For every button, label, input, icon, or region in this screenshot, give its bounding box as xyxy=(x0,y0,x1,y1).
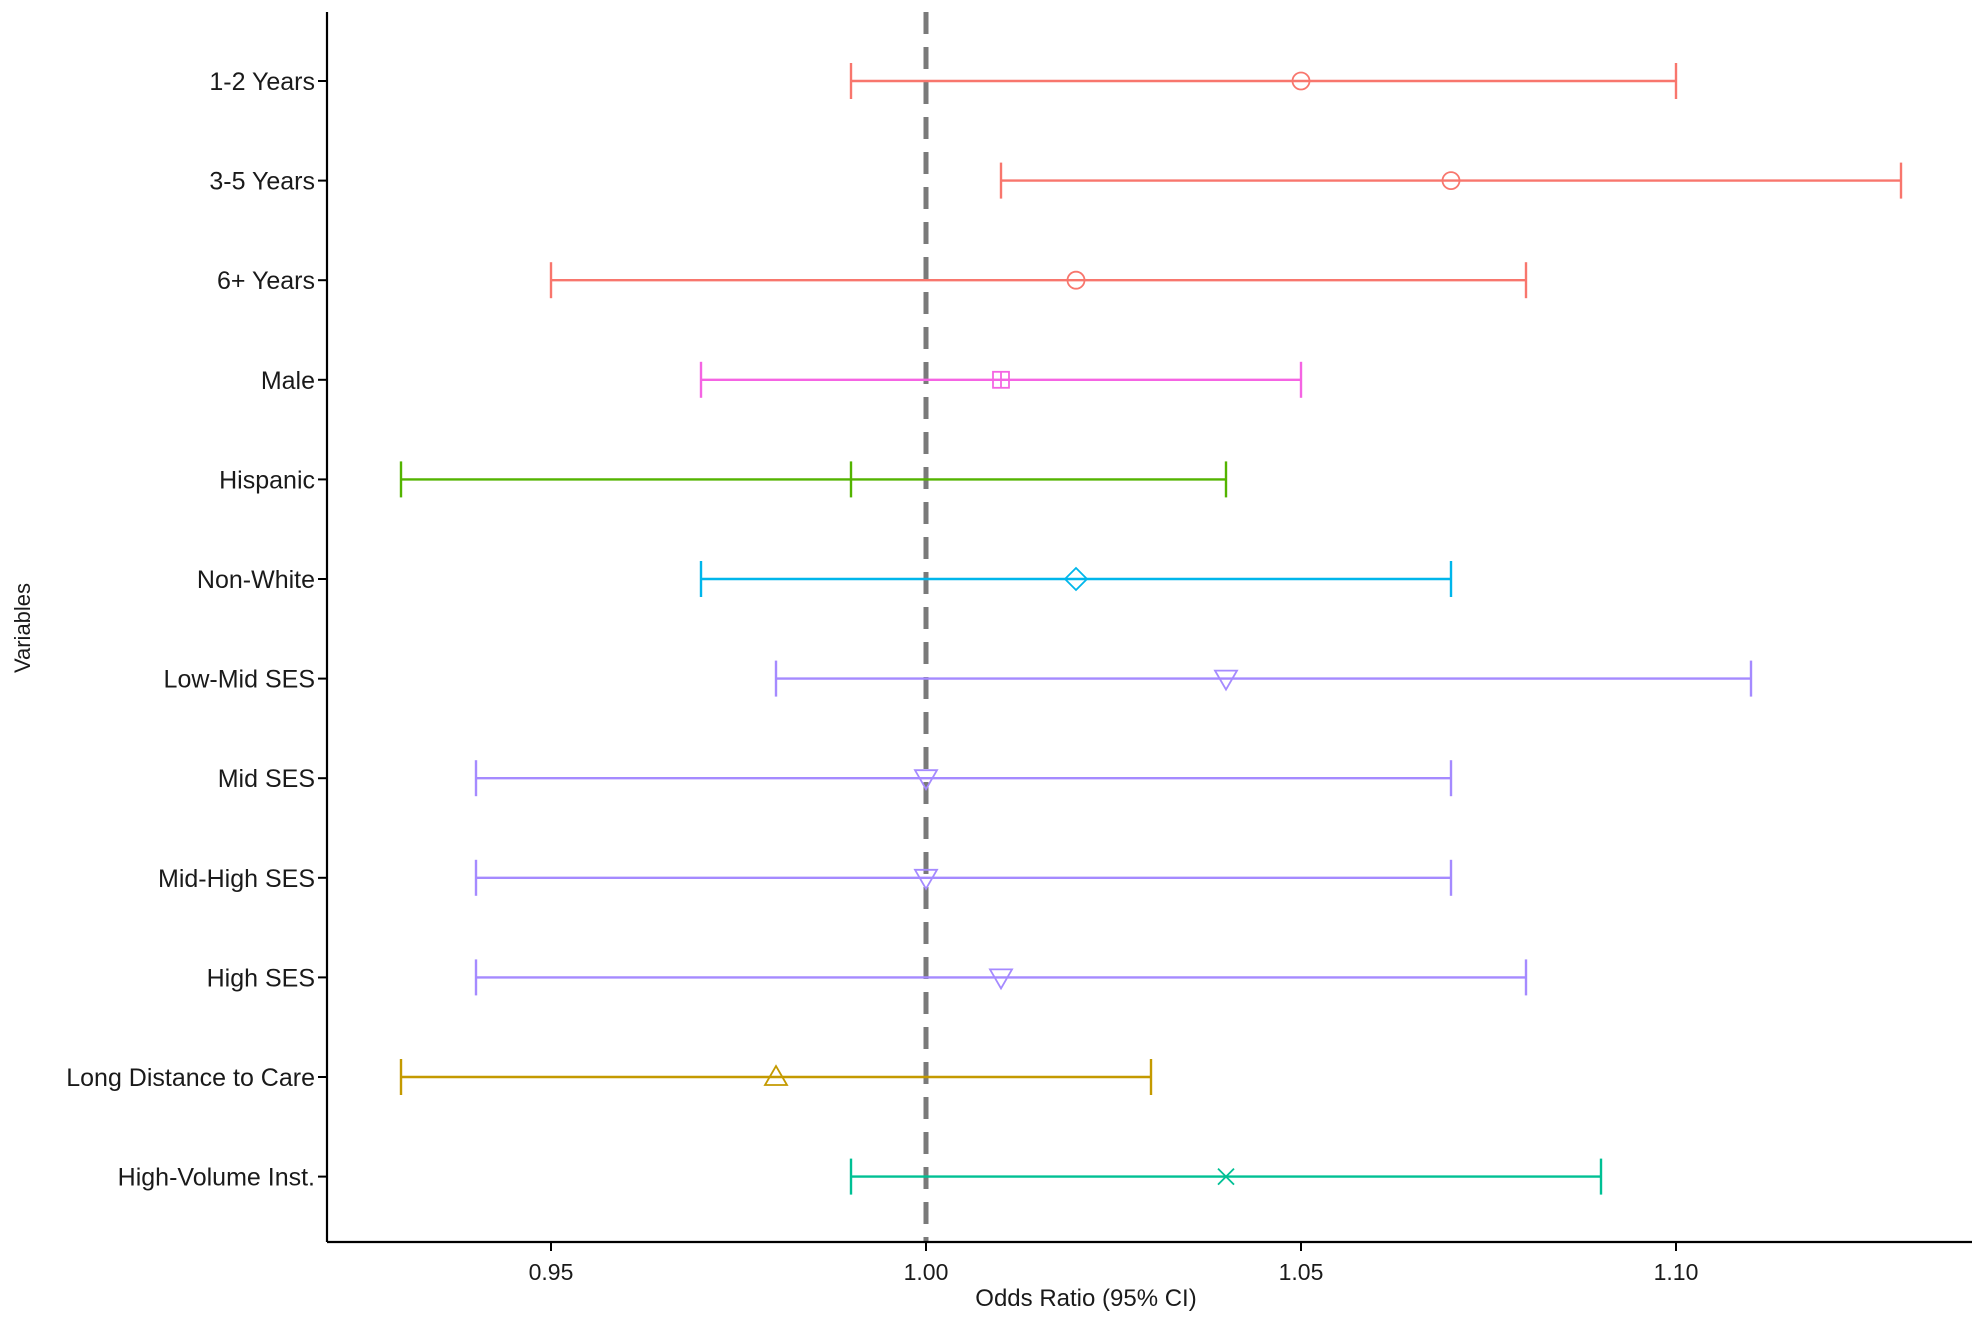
y-tick-label: High-Volume Inst. xyxy=(118,1164,315,1192)
point-estimate-triangle-down xyxy=(1213,669,1239,692)
axes-layer xyxy=(325,12,1972,1244)
estimate-row xyxy=(774,660,1753,697)
estimate-row xyxy=(399,1059,1153,1095)
estimate-row xyxy=(399,461,1228,498)
estimate-row xyxy=(849,63,1678,99)
estimate-row xyxy=(999,162,1903,199)
x-tick-label: 1.05 xyxy=(1279,1259,1324,1285)
estimate-row xyxy=(699,361,1303,398)
point-estimate-circle xyxy=(1291,71,1311,91)
x-tick-label: 1.10 xyxy=(1654,1259,1699,1285)
estimate-row xyxy=(474,859,1453,896)
estimate-row xyxy=(699,561,1453,597)
point-estimate-square-plus xyxy=(992,370,1010,389)
y-tick-label: Mid-High SES xyxy=(158,865,315,893)
point-estimate-triangle-down xyxy=(988,968,1014,991)
estimates-layer xyxy=(399,63,1903,1195)
point-estimate-circle xyxy=(1441,171,1461,191)
y-axis-title: Variables xyxy=(10,583,35,673)
x-tick-labels: 0.95 1.00 1.05 1.10 xyxy=(529,1242,1699,1285)
estimate-row xyxy=(474,760,1453,797)
y-tick-label: Mid SES xyxy=(218,765,315,793)
y-tick-label: Male xyxy=(261,367,315,395)
y-tick-labels: 1-2 Years 3-5 Years 6+ Years Male Hispanic No… xyxy=(66,68,327,1192)
x-tick-label: 1.00 xyxy=(904,1259,949,1285)
y-tick-label: Long Distance to Care xyxy=(66,1064,315,1092)
y-tick-label: 3-5 Years xyxy=(209,168,315,196)
y-tick-label: 6+ Years xyxy=(217,267,315,295)
estimate-row xyxy=(474,959,1528,996)
y-tick-label: Non-White xyxy=(197,566,315,594)
point-estimate-triangle-down xyxy=(913,769,939,791)
y-tick-label: 1-2 Years xyxy=(209,68,315,96)
y-tick-label: Hispanic xyxy=(219,466,315,494)
marker-cross-b xyxy=(1217,1167,1235,1186)
point-estimate-diamond xyxy=(1063,566,1089,592)
point-estimate-circle xyxy=(1066,270,1086,290)
point-estimate-triangle-down xyxy=(913,868,939,891)
y-tick-label: Low-Mid SES xyxy=(164,666,315,694)
x-axis-title: Odds Ratio (95% CI) xyxy=(975,1285,1196,1312)
estimate-row xyxy=(849,1158,1603,1195)
y-tick-label: High SES xyxy=(207,964,315,992)
point-estimate-cross xyxy=(1217,1167,1235,1186)
x-tick-label: 0.95 xyxy=(529,1259,574,1285)
point-estimate-triangle-up xyxy=(763,1064,789,1086)
estimate-row xyxy=(549,262,1528,299)
